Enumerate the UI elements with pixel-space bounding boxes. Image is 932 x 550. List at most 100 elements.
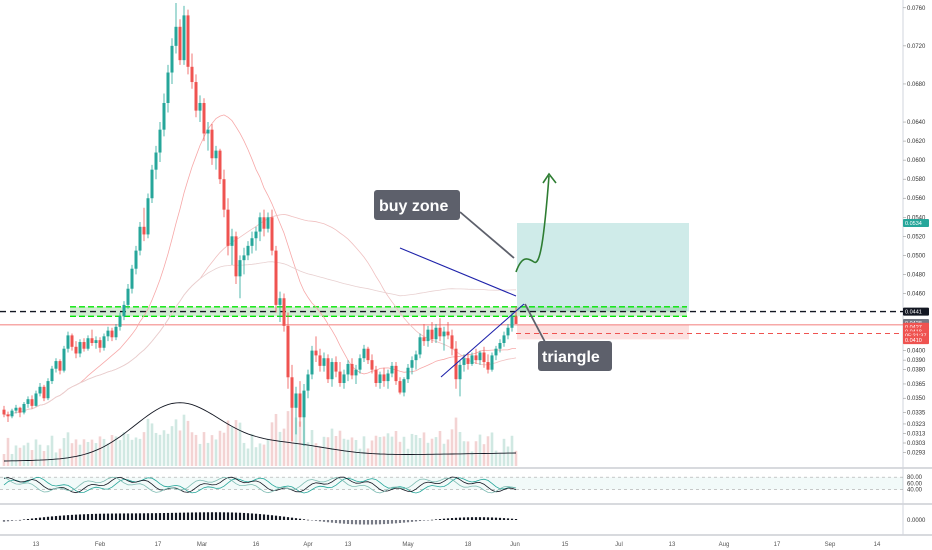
macd-bar	[438, 519, 442, 520]
candle-body	[494, 348, 498, 356]
candle-body	[26, 399, 30, 404]
macd-bar	[62, 515, 66, 520]
candle	[102, 333, 106, 351]
macd-bar	[202, 512, 206, 520]
macd-bar	[474, 517, 478, 520]
candle	[254, 226, 258, 251]
candle	[30, 395, 34, 409]
price-tag: 0.0441	[903, 307, 929, 316]
volume-bar	[402, 436, 406, 466]
candle	[66, 331, 70, 353]
candle	[430, 322, 434, 343]
macd-bar	[30, 518, 34, 520]
candle-body	[434, 327, 438, 340]
candle-body	[214, 150, 218, 159]
price-tick-label: 0.0400	[907, 349, 926, 355]
candle	[86, 335, 90, 351]
macd-bar	[278, 516, 282, 520]
candle-body	[286, 325, 290, 378]
candle-body	[386, 373, 390, 382]
macd-bar	[442, 518, 446, 520]
macd-bar	[382, 520, 386, 525]
stop-zone	[517, 324, 689, 340]
time-tick-label: Mar	[197, 542, 207, 548]
volume-bar	[486, 436, 490, 466]
candle	[326, 354, 330, 383]
volume-bar	[226, 420, 230, 466]
buy-zone-callout[interactable]: buy zone	[374, 190, 460, 220]
macd-bar	[458, 517, 462, 520]
candle-body	[242, 255, 246, 261]
price-tag-bg	[903, 336, 929, 345]
candle-body	[506, 327, 510, 336]
candle-body	[138, 226, 142, 251]
price-tag-label: 0.0410	[905, 338, 922, 344]
candle	[198, 95, 202, 123]
volume-bar	[246, 448, 250, 466]
macd-bar	[494, 517, 498, 520]
candle	[74, 341, 78, 359]
volume-bar	[134, 437, 138, 466]
volume-bar	[166, 433, 170, 466]
macd-bar	[198, 512, 202, 520]
volume-bar	[86, 441, 90, 466]
macd-bar	[378, 520, 382, 525]
macd-bar	[6, 520, 10, 522]
candle-body	[334, 362, 338, 372]
time-tick-label: Jun	[510, 542, 520, 548]
candle	[22, 402, 26, 415]
candle	[410, 356, 414, 375]
macd-bar	[274, 515, 278, 520]
candle	[374, 365, 378, 387]
volume-bar	[42, 450, 46, 466]
oscillator-line	[3, 476, 517, 494]
macd-bar	[506, 518, 510, 520]
candle	[150, 164, 154, 203]
macd-bar	[34, 518, 38, 520]
price-tag: 0.0534	[903, 219, 929, 227]
candle-body	[382, 374, 386, 382]
candle	[370, 354, 374, 374]
volume-bar	[374, 435, 378, 466]
candle-body	[78, 342, 82, 354]
candle-body	[202, 103, 206, 134]
candle	[314, 336, 318, 363]
volume-bar	[222, 432, 226, 466]
candle-body	[134, 250, 138, 269]
oscillator-tick-label: 40.00	[907, 488, 923, 494]
price-tick-label: 0.0500	[907, 253, 926, 259]
macd-bar	[122, 513, 126, 520]
price-tick-label: 0.0303	[907, 441, 926, 447]
macd-bar	[422, 520, 426, 521]
candle-body	[42, 386, 46, 399]
candle	[138, 222, 142, 256]
volume-bar	[130, 439, 134, 466]
triangle-lower-trendline	[440, 303, 525, 378]
candle-body	[178, 26, 182, 61]
volume-bar	[2, 454, 6, 466]
macd-bar	[306, 519, 310, 521]
macd-bar	[246, 513, 250, 520]
volume-bar	[406, 448, 410, 466]
candle	[14, 404, 18, 414]
volume-bar	[50, 435, 54, 466]
candle-body	[306, 374, 310, 391]
candle	[226, 198, 230, 256]
macd-bar	[162, 513, 166, 520]
candle-body	[302, 390, 306, 418]
candle	[366, 346, 370, 364]
candle	[278, 291, 282, 323]
candle-body	[338, 371, 342, 383]
candle-body	[54, 361, 58, 369]
volume-bar	[294, 417, 298, 466]
triangle-callout[interactable]: triangle	[538, 341, 612, 371]
candle	[390, 362, 394, 378]
candle-body	[390, 365, 394, 374]
volume-bar	[154, 432, 158, 466]
candle-body	[82, 342, 86, 349]
macd-bar	[410, 520, 414, 522]
macd-bar	[238, 512, 242, 520]
candle-body	[22, 403, 26, 413]
macd-bar	[402, 520, 406, 523]
